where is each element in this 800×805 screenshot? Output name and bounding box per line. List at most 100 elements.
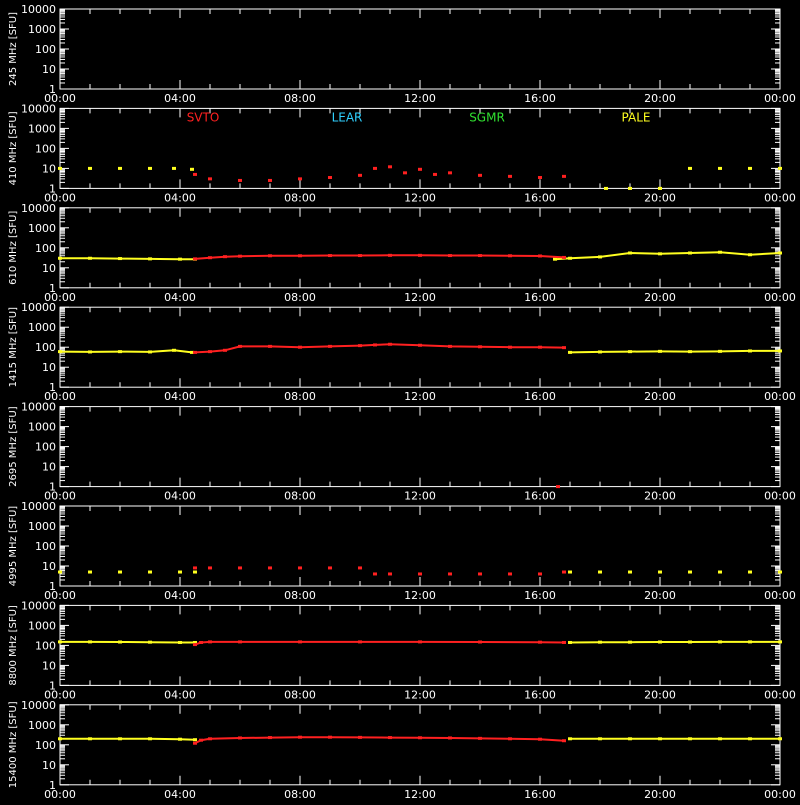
- y-axis-label: 4995 MHz [SFU]: [8, 506, 19, 587]
- data-point-pale: [718, 166, 722, 170]
- data-point-svto: [562, 174, 566, 178]
- data-point-pale: [88, 256, 92, 260]
- data-point-svto: [238, 254, 242, 258]
- y-tick-label: 1: [49, 481, 56, 494]
- series-line-svto: [194, 640, 565, 646]
- data-point-pale: [598, 640, 602, 644]
- data-point-svto: [208, 256, 212, 260]
- data-point-pale: [118, 570, 122, 574]
- data-point-pale: [748, 570, 752, 574]
- data-point-pale: [748, 166, 752, 170]
- data-point-pale: [628, 640, 632, 644]
- data-point-pale: [658, 186, 662, 190]
- data-point-pale: [598, 737, 602, 741]
- plot-frame: [59, 8, 781, 90]
- data-point-svto: [538, 572, 542, 576]
- data-point-svto: [448, 736, 452, 740]
- y-tick-label: 100: [35, 242, 56, 255]
- y-tick-label: 10: [42, 659, 56, 672]
- y-tick-label: 10: [42, 162, 56, 175]
- data-point-svto: [418, 736, 422, 740]
- data-point-pale: [118, 640, 122, 644]
- data-point-svto: [238, 736, 242, 740]
- y-tick-label: 1: [49, 580, 56, 593]
- data-point-pale: [568, 350, 572, 354]
- x-tick-label: 08:00: [284, 788, 316, 800]
- x-tick-label: 20:00: [644, 688, 676, 701]
- data-point-svto: [478, 640, 482, 644]
- data-point-svto: [418, 572, 422, 576]
- data-point-svto: [238, 178, 242, 182]
- y-tick-label: 1000: [28, 421, 56, 434]
- data-point-pale: [568, 570, 572, 574]
- data-point-pale: [148, 166, 152, 170]
- data-point-pale: [178, 737, 182, 741]
- data-point-svto: [193, 643, 197, 647]
- data-point-pale: [778, 640, 782, 644]
- plot-frame: [59, 704, 781, 786]
- data-point-pale: [688, 350, 692, 354]
- data-point-svto: [358, 344, 362, 348]
- data-point-svto: [478, 572, 482, 576]
- data-point-svto: [448, 254, 452, 258]
- x-tick-label: 16:00: [524, 291, 556, 304]
- x-tick-label: 08:00: [284, 490, 316, 503]
- x-tick-label: 12:00: [404, 788, 436, 800]
- data-point-svto: [508, 254, 512, 258]
- data-point-svto: [358, 173, 362, 177]
- x-tick-label: 00:00: [44, 490, 76, 503]
- data-point-pale: [88, 640, 92, 644]
- x-tick-label: 00:00: [764, 490, 796, 503]
- x-tick-label: 20:00: [644, 291, 676, 304]
- data-point-svto: [448, 344, 452, 348]
- data-point-svto: [562, 255, 566, 259]
- data-point-pale: [658, 252, 662, 256]
- data-point-svto: [208, 177, 212, 181]
- y-tick-label: 1000: [28, 23, 56, 36]
- data-point-pale: [178, 570, 182, 574]
- data-point-svto: [358, 735, 362, 739]
- data-point-svto: [538, 254, 542, 258]
- x-tick-label: 04:00: [164, 390, 196, 403]
- data-point-pale: [748, 737, 752, 741]
- x-tick-label: 00:00: [44, 191, 76, 204]
- data-point-pale: [778, 166, 782, 170]
- data-point-svto: [328, 344, 332, 348]
- y-axis-label: 245 MHz [SFU]: [8, 12, 19, 86]
- data-point-pale: [718, 570, 722, 574]
- data-point-pale: [778, 737, 782, 741]
- data-point-pale: [193, 570, 197, 574]
- y-tick-label: 1000: [28, 222, 56, 235]
- data-point-pale: [172, 348, 176, 352]
- series-line-pale: [59, 349, 780, 354]
- data-point-pale: [688, 166, 692, 170]
- data-point-svto: [268, 254, 272, 258]
- data-point-svto: [373, 572, 377, 576]
- y-tick-label: 1000: [28, 619, 56, 632]
- data-point-svto: [208, 640, 212, 644]
- data-point-svto: [199, 738, 203, 742]
- data-point-pale: [193, 738, 197, 742]
- y-axis-label: 410 MHz [SFU]: [8, 111, 19, 185]
- y-tick-label: 10000: [21, 699, 56, 712]
- data-point-pale: [598, 350, 602, 354]
- data-point-svto: [508, 174, 512, 178]
- data-point-pale: [553, 257, 557, 261]
- data-point-svto: [328, 566, 332, 570]
- plot-frame: [59, 306, 781, 388]
- x-tick-label: 04:00: [164, 92, 196, 105]
- y-axis-label: 2695 MHz [SFU]: [8, 406, 19, 487]
- legend-entry-pale: PALE: [622, 110, 651, 124]
- y-axis-label: 15400 MHz [SFU]: [8, 701, 19, 788]
- y-tick-label: 10000: [21, 102, 56, 115]
- x-tick-label: 00:00: [764, 589, 796, 602]
- legend-entry-lear: LEAR: [332, 110, 363, 124]
- data-point-pale: [598, 255, 602, 259]
- y-tick-label: 10000: [21, 500, 56, 513]
- data-point-svto: [199, 640, 203, 644]
- x-tick-label: 00:00: [44, 291, 76, 304]
- x-tick-label: 16:00: [524, 589, 556, 602]
- x-tick-label: 04:00: [164, 788, 196, 800]
- data-point-svto: [538, 176, 542, 180]
- data-point-pale: [88, 166, 92, 170]
